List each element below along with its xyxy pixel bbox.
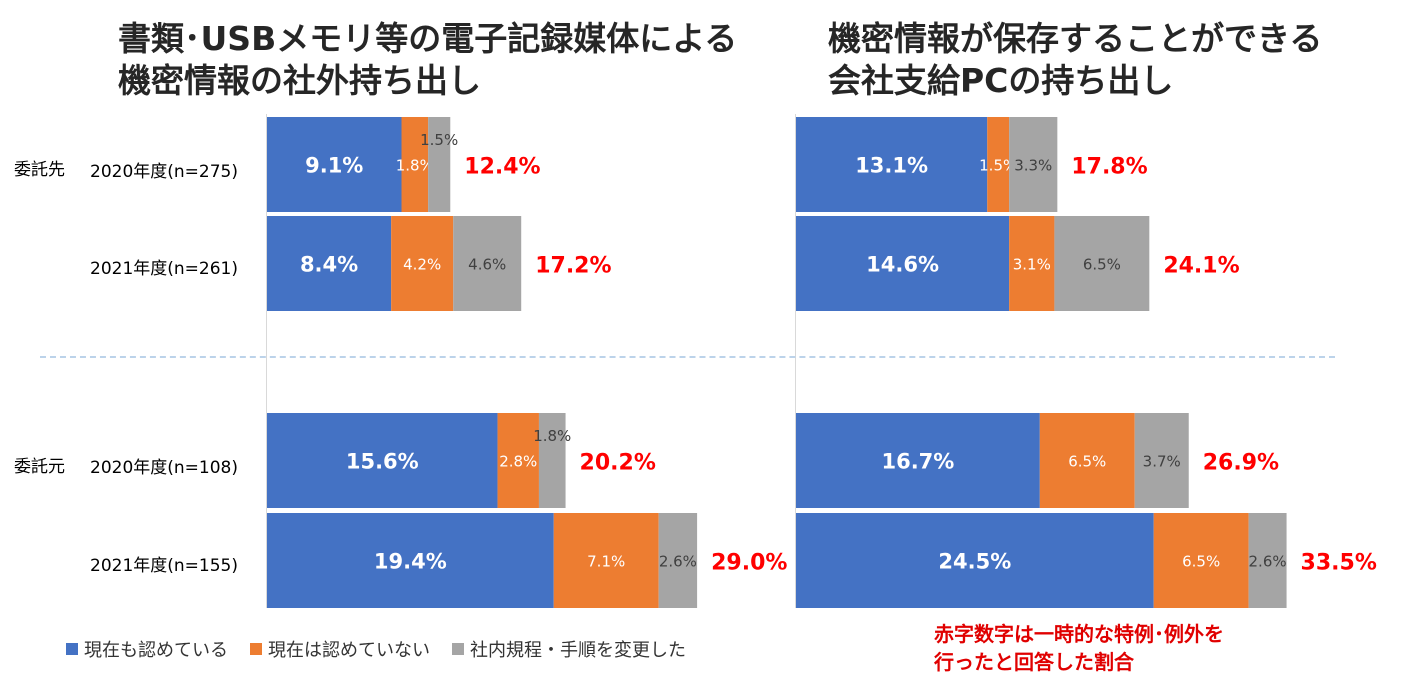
left-label-allowed-row2: 8.4%: [300, 253, 358, 277]
right-bar-not-allowed-row3: [1039, 413, 1135, 508]
right-chart-title: 機密情報が保存することができる 会社支給PCの持ち出し: [828, 18, 1322, 102]
legend-swatch-orange: [250, 643, 262, 655]
right-title-line1: 機密情報が保存することができる: [828, 19, 1323, 58]
left-bar-not-allowed-row4: [553, 513, 659, 608]
left-bar-not-allowed-row1: [401, 117, 429, 212]
legend-label-allowed: 現在も認めている: [84, 640, 228, 661]
right-total-row4: 33.5%: [1301, 551, 1377, 576]
left-bar-not-allowed-row3: [497, 413, 539, 508]
left-total-row3: 20.2%: [580, 451, 656, 476]
left-bar-allowed-row2: [267, 216, 392, 311]
group-divider: [40, 356, 1335, 358]
left-title-line2: 機密情報の社外持ち出し: [118, 61, 481, 100]
right-label-not-allowed-row3: 6.5%: [1068, 453, 1106, 471]
right-bar-not-allowed-row4: [1153, 513, 1249, 608]
left-bar-allowed-row1: [267, 117, 402, 212]
right-bar-rule-changed-row3: [1134, 413, 1189, 508]
left-label-allowed-row4: 19.4%: [374, 550, 447, 574]
legend-item-allowed: 現在も認めている: [66, 636, 228, 662]
left-total-row4: 29.0%: [711, 551, 787, 576]
left-total-row1: 12.4%: [464, 155, 540, 180]
right-chart-axis: [795, 114, 796, 608]
right-label-allowed-row4: 24.5%: [938, 550, 1011, 574]
right-label-not-allowed-row2: 3.1%: [1013, 256, 1051, 274]
left-bar-rule-changed-row3: [538, 413, 566, 508]
right-label-allowed-row1: 13.1%: [855, 154, 928, 178]
right-label-rule-changed-row1: 3.3%: [1014, 157, 1052, 175]
left-label-allowed-row1: 9.1%: [305, 154, 363, 178]
left-label-allowed-row3: 15.6%: [346, 450, 419, 474]
left-label-rule-changed-row4: 2.6%: [659, 553, 697, 571]
legend-swatch-blue: [66, 643, 78, 655]
left-label-not-allowed-row3: 2.8%: [499, 453, 537, 471]
right-label-allowed-row2: 14.6%: [866, 253, 939, 277]
left-label-rule-changed-row3: 1.8%: [533, 427, 571, 445]
right-bar-allowed-row3: [796, 413, 1040, 508]
right-total-row3: 26.9%: [1203, 451, 1279, 476]
legend-swatch-gray: [452, 643, 464, 655]
right-bar-allowed-row2: [796, 216, 1010, 311]
left-bar-allowed-row4: [267, 513, 554, 608]
right-label-rule-changed-row4: 2.6%: [1249, 553, 1287, 571]
left-label-rule-changed-row1: 1.5%: [420, 131, 458, 149]
right-bar-rule-changed-row2: [1054, 216, 1150, 311]
right-bar-not-allowed-row1: [987, 117, 1010, 212]
legend-item-not-allowed: 現在は認めていない: [250, 636, 430, 662]
right-bar-allowed-row1: [796, 117, 988, 212]
row-label-saki-2020: 2020年度(n=275): [90, 162, 238, 182]
right-label-rule-changed-row3: 3.7%: [1143, 453, 1181, 471]
left-label-not-allowed-row1: 1.8%: [396, 157, 434, 175]
note-line2: 行ったと回答した割合: [934, 650, 1134, 674]
left-label-not-allowed-row4: 7.1%: [587, 553, 625, 571]
right-label-not-allowed-row4: 6.5%: [1182, 553, 1220, 571]
left-title-line1: 書類･USBメモリ等の電子記録媒体による: [118, 19, 738, 58]
right-label-not-allowed-row1: 1.5%: [979, 157, 1017, 175]
left-bar-rule-changed-row2: [453, 216, 522, 311]
right-total-row2: 24.1%: [1163, 254, 1239, 279]
left-chart-axis: [266, 114, 267, 608]
legend-label-rule-changed: 社内規程・手順を変更した: [470, 640, 686, 661]
right-total-row1: 17.8%: [1071, 155, 1147, 180]
legend-item-rule-changed: 社内規程・手順を変更した: [452, 636, 686, 662]
row-label-saki-2021: 2021年度(n=261): [90, 259, 238, 279]
note-line1: 赤字数字は一時的な特例･例外を: [934, 622, 1224, 646]
left-bar-not-allowed-row2: [391, 216, 454, 311]
right-title-line2: 会社支給PCの持ち出し: [828, 61, 1174, 100]
left-label-not-allowed-row2: 4.2%: [403, 256, 441, 274]
left-chart-title: 書類･USBメモリ等の電子記録媒体による 機密情報の社外持ち出し: [118, 18, 737, 102]
right-bar-not-allowed-row2: [1009, 216, 1055, 311]
right-label-rule-changed-row2: 6.5%: [1083, 256, 1121, 274]
left-bar-rule-changed-row1: [428, 117, 451, 212]
row-label-moto-2020: 2020年度(n=108): [90, 458, 238, 478]
red-number-note: 赤字数字は一時的な特例･例外を 行ったと回答した割合: [934, 620, 1224, 676]
left-total-row2: 17.2%: [535, 254, 611, 279]
legend-label-not-allowed: 現在は認めていない: [268, 640, 430, 661]
right-bar-rule-changed-row1: [1009, 117, 1058, 212]
left-bar-allowed-row3: [267, 413, 498, 508]
right-label-allowed-row3: 16.7%: [881, 450, 954, 474]
group-label-itaku-saki: 委託先: [14, 160, 65, 180]
right-bar-allowed-row4: [796, 513, 1154, 608]
row-label-moto-2021: 2021年度(n=155): [90, 556, 238, 576]
legend: 現在も認めている 現在は認めていない 社内規程・手順を変更した: [66, 636, 686, 662]
group-label-itaku-moto: 委託元: [14, 457, 65, 477]
right-bar-rule-changed-row4: [1248, 513, 1287, 608]
left-label-rule-changed-row2: 4.6%: [468, 256, 506, 274]
left-bar-rule-changed-row4: [658, 513, 698, 608]
